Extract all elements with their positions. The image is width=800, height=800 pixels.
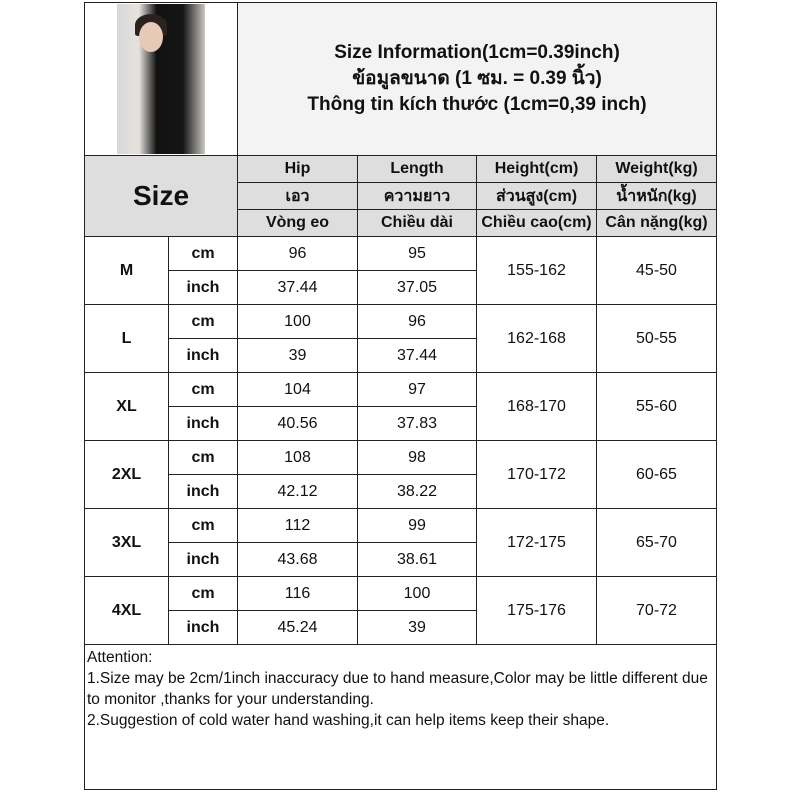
- unit-inch: inch: [168, 474, 238, 509]
- length-inch: 38.22: [357, 474, 477, 509]
- unit-inch: inch: [168, 270, 238, 305]
- unit-cm: cm: [168, 372, 238, 407]
- unit-cm: cm: [168, 576, 238, 611]
- hip-inch: 37.44: [237, 270, 358, 305]
- header-weight: Weight(kg): [596, 155, 717, 183]
- size-cell: 2XL: [84, 440, 169, 509]
- hip-cm: 96: [237, 236, 358, 271]
- header-length-vi: Chiều dài: [357, 209, 477, 237]
- attention-heading: Attention:: [87, 649, 153, 666]
- unit-cm: cm: [168, 440, 238, 475]
- table-row-inch: inch 42.12 38.22: [85, 474, 717, 509]
- table-row-cm: 3XL cm 112 99 172-175 65-70: [84, 508, 717, 577]
- attention-item-1: 1.Size may be 2cm/1inch inaccuracy due t…: [87, 670, 708, 708]
- height-range: 172-175: [476, 508, 597, 577]
- weight-range: 50-55: [596, 304, 717, 373]
- height-range: 162-168: [476, 304, 597, 373]
- product-photo-cell: [84, 2, 238, 156]
- unit-inch: inch: [168, 542, 238, 577]
- unit-cm: cm: [168, 236, 238, 271]
- header-hip: Hip: [237, 155, 358, 183]
- length-cm: 96: [357, 304, 477, 339]
- length-cm: 100: [357, 576, 477, 611]
- length-inch: 39: [357, 610, 477, 645]
- size-cell: 3XL: [84, 508, 169, 577]
- header-height-vi: Chiều cao(cm): [476, 209, 597, 237]
- table-row-cm: XL cm 104 97 168-170 55-60: [84, 372, 717, 441]
- table-row-inch: inch 43.68 38.61: [85, 542, 717, 577]
- hip-cm: 112: [237, 508, 358, 543]
- unit-inch: inch: [168, 610, 238, 645]
- height-range: 155-162: [476, 236, 597, 305]
- hip-cm: 116: [237, 576, 358, 611]
- weight-range: 60-65: [596, 440, 717, 509]
- unit-cm: cm: [168, 508, 238, 543]
- height-range: 168-170: [476, 372, 597, 441]
- size-header: Size: [84, 155, 238, 237]
- size-cell: L: [84, 304, 169, 373]
- length-cm: 95: [357, 236, 477, 271]
- weight-range: 55-60: [596, 372, 717, 441]
- size-chart-table: Size Information(1cm=0.39inch) ข้อมูลขนา…: [84, 2, 717, 790]
- header-height-th: ส่วนสูง(cm): [476, 182, 597, 210]
- hip-inch: 42.12: [237, 474, 358, 509]
- header-weight-vi: Cân nặng(kg): [596, 209, 717, 237]
- hip-inch: 45.24: [237, 610, 358, 645]
- table-row-inch: inch 39 37.44: [85, 338, 717, 373]
- size-cell: XL: [84, 372, 169, 441]
- height-range: 170-172: [476, 440, 597, 509]
- title-line-th: ข้อมูลขนาด (1 ซม. = 0.39 นิ้ว): [352, 68, 602, 89]
- header-height: Height(cm): [476, 155, 597, 183]
- length-inch: 37.05: [357, 270, 477, 305]
- table-row-inch: inch 40.56 37.83: [85, 406, 717, 441]
- header-hip-th: เอว: [237, 182, 358, 210]
- length-cm: 99: [357, 508, 477, 543]
- weight-range: 70-72: [596, 576, 717, 645]
- size-cell: 4XL: [84, 576, 169, 645]
- length-inch: 37.44: [357, 338, 477, 373]
- size-info-title: Size Information(1cm=0.39inch) ข้อมูลขนา…: [237, 2, 717, 156]
- header-weight-th: น้ำหนัก(kg): [596, 182, 717, 210]
- product-photo: [117, 4, 205, 154]
- table-row-cm: 4XL cm 116 100 175-176 70-72: [84, 576, 717, 645]
- size-cell: M: [84, 236, 169, 305]
- weight-range: 65-70: [596, 508, 717, 577]
- table-row-cm: L cm 100 96 162-168 50-55: [84, 304, 717, 373]
- hip-cm: 100: [237, 304, 358, 339]
- length-inch: 37.83: [357, 406, 477, 441]
- header-length-th: ความยาว: [357, 182, 477, 210]
- weight-range: 45-50: [596, 236, 717, 305]
- height-range: 175-176: [476, 576, 597, 645]
- length-cm: 98: [357, 440, 477, 475]
- table-row-inch: inch 45.24 39: [85, 610, 717, 645]
- unit-cm: cm: [168, 304, 238, 339]
- hip-inch: 40.56: [237, 406, 358, 441]
- title-line-en: Size Information(1cm=0.39inch): [334, 42, 620, 63]
- length-cm: 97: [357, 372, 477, 407]
- hip-inch: 43.68: [237, 542, 358, 577]
- hip-inch: 39: [237, 338, 358, 373]
- unit-inch: inch: [168, 406, 238, 441]
- hip-cm: 108: [237, 440, 358, 475]
- unit-inch: inch: [168, 338, 238, 373]
- header-hip-vi: Vòng eo: [237, 209, 358, 237]
- title-line-vi: Thông tin kích thước (1cm=0,39 inch): [307, 94, 647, 115]
- header-length: Length: [357, 155, 477, 183]
- attention-item-2: 2.Suggestion of cold water hand washing,…: [87, 712, 610, 729]
- table-row-cm: 2XL cm 108 98 170-172 60-65: [84, 440, 717, 509]
- table-row-inch: inch 37.44 37.05: [85, 270, 717, 305]
- attention-note: Attention: 1.Size may be 2cm/1inch inacc…: [84, 644, 717, 790]
- table-row-cm: M cm 96 95 155-162 45-50: [84, 236, 717, 305]
- length-inch: 38.61: [357, 542, 477, 577]
- hip-cm: 104: [237, 372, 358, 407]
